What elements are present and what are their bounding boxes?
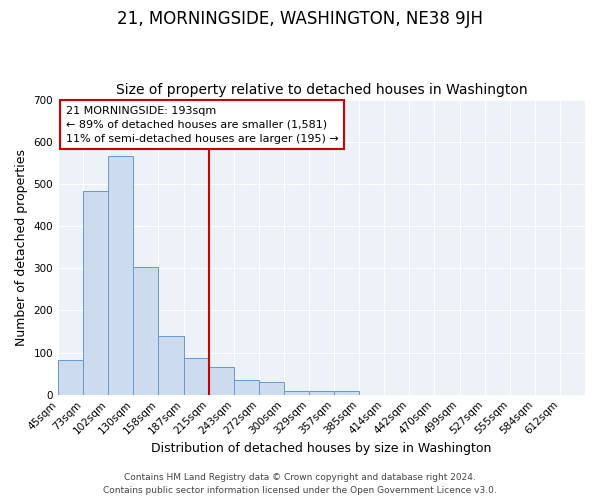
Text: 21, MORNINGSIDE, WASHINGTON, NE38 9JH: 21, MORNINGSIDE, WASHINGTON, NE38 9JH bbox=[117, 10, 483, 28]
Text: Contains HM Land Registry data © Crown copyright and database right 2024.
Contai: Contains HM Land Registry data © Crown c… bbox=[103, 474, 497, 495]
Bar bbox=[259, 382, 284, 394]
Bar bbox=[184, 358, 209, 395]
Bar bbox=[233, 380, 259, 394]
Bar bbox=[133, 267, 158, 394]
Bar bbox=[108, 156, 133, 394]
Title: Size of property relative to detached houses in Washington: Size of property relative to detached ho… bbox=[116, 83, 527, 97]
X-axis label: Distribution of detached houses by size in Washington: Distribution of detached houses by size … bbox=[151, 442, 492, 455]
Bar bbox=[83, 191, 108, 394]
Bar bbox=[284, 390, 309, 394]
Bar bbox=[209, 368, 233, 394]
Bar bbox=[309, 392, 334, 394]
Y-axis label: Number of detached properties: Number of detached properties bbox=[15, 148, 28, 346]
Text: 21 MORNINGSIDE: 193sqm
← 89% of detached houses are smaller (1,581)
11% of semi-: 21 MORNINGSIDE: 193sqm ← 89% of detached… bbox=[66, 106, 338, 144]
Bar bbox=[158, 336, 184, 394]
Bar bbox=[334, 390, 359, 394]
Bar bbox=[58, 360, 83, 394]
